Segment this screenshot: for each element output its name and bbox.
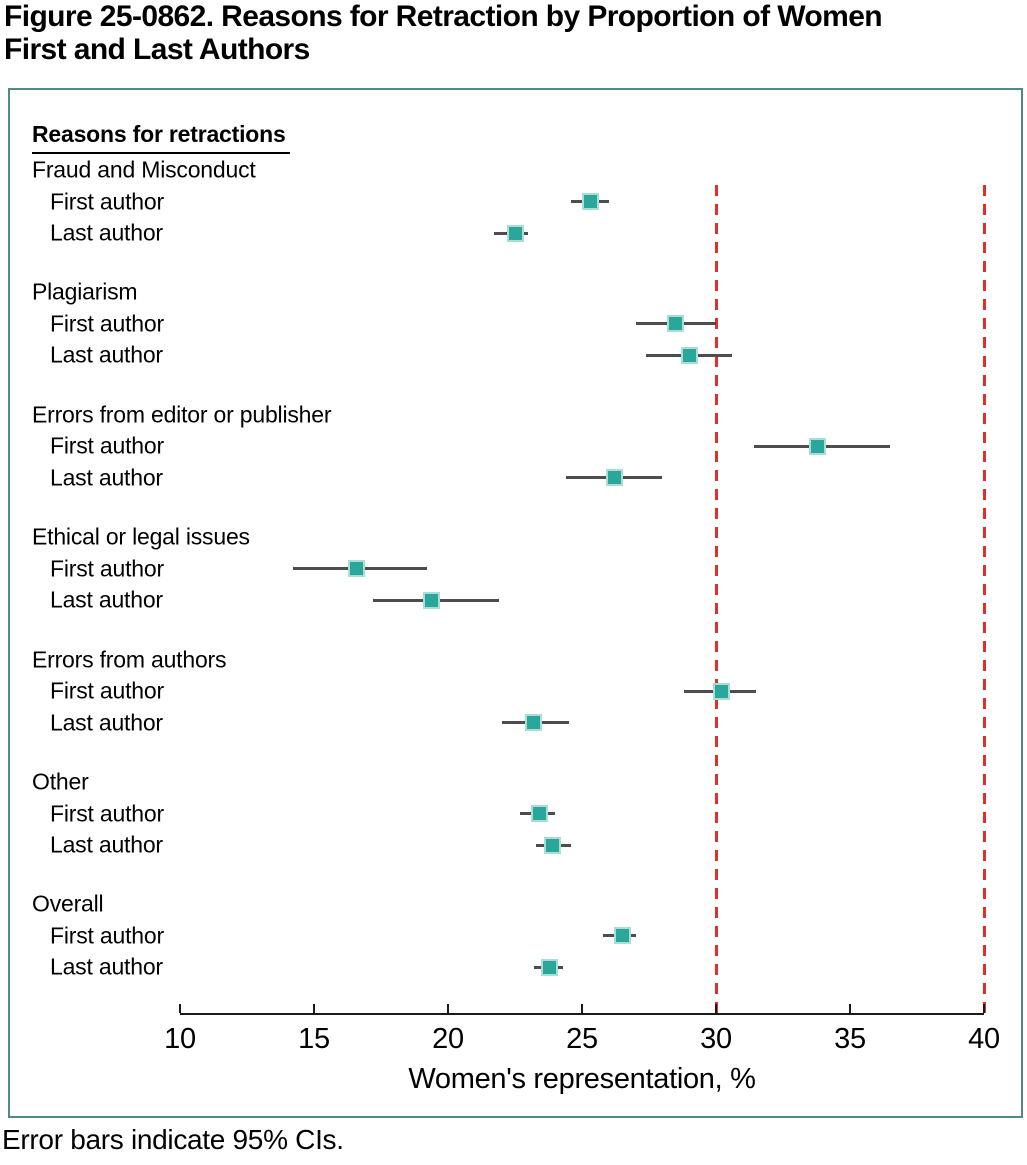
- row-label-first-author: First author: [50, 922, 164, 949]
- point-estimate-marker: [530, 805, 548, 822]
- point-estimate-marker: [712, 682, 730, 700]
- x-axis-line: [180, 1013, 984, 1015]
- x-axis-tick-label: 40: [968, 1023, 1000, 1055]
- x-axis-tick: [179, 1004, 181, 1013]
- row-label-last-author: Last author: [50, 586, 163, 613]
- row-label-last-author: Last author: [50, 341, 163, 368]
- row-label-last-author: Last author: [50, 464, 163, 491]
- row-label-last-author: Last author: [50, 953, 163, 980]
- x-axis-tick-label: 25: [566, 1023, 598, 1055]
- group-label: Errors from authors: [32, 646, 227, 673]
- x-axis-tick: [983, 1004, 985, 1013]
- x-axis-tick-label: 30: [700, 1023, 732, 1055]
- x-axis-tick-label: 15: [298, 1023, 330, 1055]
- panel-header: Reasons for retractions: [32, 121, 290, 154]
- group-label: Ethical or legal issues: [32, 523, 250, 550]
- row-label-first-author: First author: [50, 310, 164, 337]
- row-label-last-author: Last author: [50, 709, 163, 736]
- figure-caption: Error bars indicate 95% CIs.: [2, 1124, 344, 1155]
- point-estimate-marker: [667, 315, 685, 333]
- x-axis-tick: [581, 1004, 583, 1013]
- x-axis-tick: [715, 1004, 717, 1013]
- group-label: Errors from editor or publisher: [32, 401, 332, 428]
- point-estimate-marker: [348, 560, 366, 578]
- point-estimate-marker: [581, 193, 599, 210]
- group-label: Overall: [32, 890, 104, 917]
- point-estimate-marker: [525, 714, 543, 732]
- plot-panel: Reasons for retractions Fraud and Miscon…: [8, 88, 1023, 1118]
- group-label: Fraud and Misconduct: [32, 156, 256, 183]
- x-axis-tick-label: 10: [164, 1023, 196, 1055]
- reference-line: [714, 183, 718, 1013]
- row-label-first-author: First author: [50, 800, 164, 826]
- reference-line: [982, 183, 986, 1013]
- row-label-last-author: Last author: [50, 219, 163, 246]
- point-estimate-marker: [605, 469, 623, 487]
- point-estimate-marker: [680, 346, 698, 364]
- x-axis-title: Women's representation, %: [408, 1063, 756, 1095]
- x-axis-tick: [313, 1004, 315, 1013]
- point-estimate-marker: [613, 927, 631, 945]
- row-label-first-author: First author: [50, 555, 164, 582]
- row-label-first-author: First author: [50, 188, 164, 214]
- point-estimate-marker: [506, 224, 524, 242]
- row-label-last-author: Last author: [50, 831, 163, 858]
- x-axis-tick: [849, 1004, 851, 1013]
- group-label: Other: [32, 768, 89, 795]
- point-estimate-marker: [809, 437, 827, 455]
- figure-title: Figure 25-0862. Reasons for Retraction b…: [4, 0, 883, 66]
- point-estimate-marker: [544, 836, 562, 854]
- point-estimate-marker: [423, 591, 441, 609]
- point-estimate-marker: [541, 958, 559, 976]
- group-label: Plagiarism: [32, 278, 138, 305]
- x-axis-tick: [447, 1004, 449, 1013]
- x-axis-tick-label: 20: [432, 1023, 464, 1055]
- x-axis-tick-label: 35: [834, 1023, 866, 1055]
- row-label-first-author: First author: [50, 677, 164, 704]
- row-label-first-author: First author: [50, 432, 164, 459]
